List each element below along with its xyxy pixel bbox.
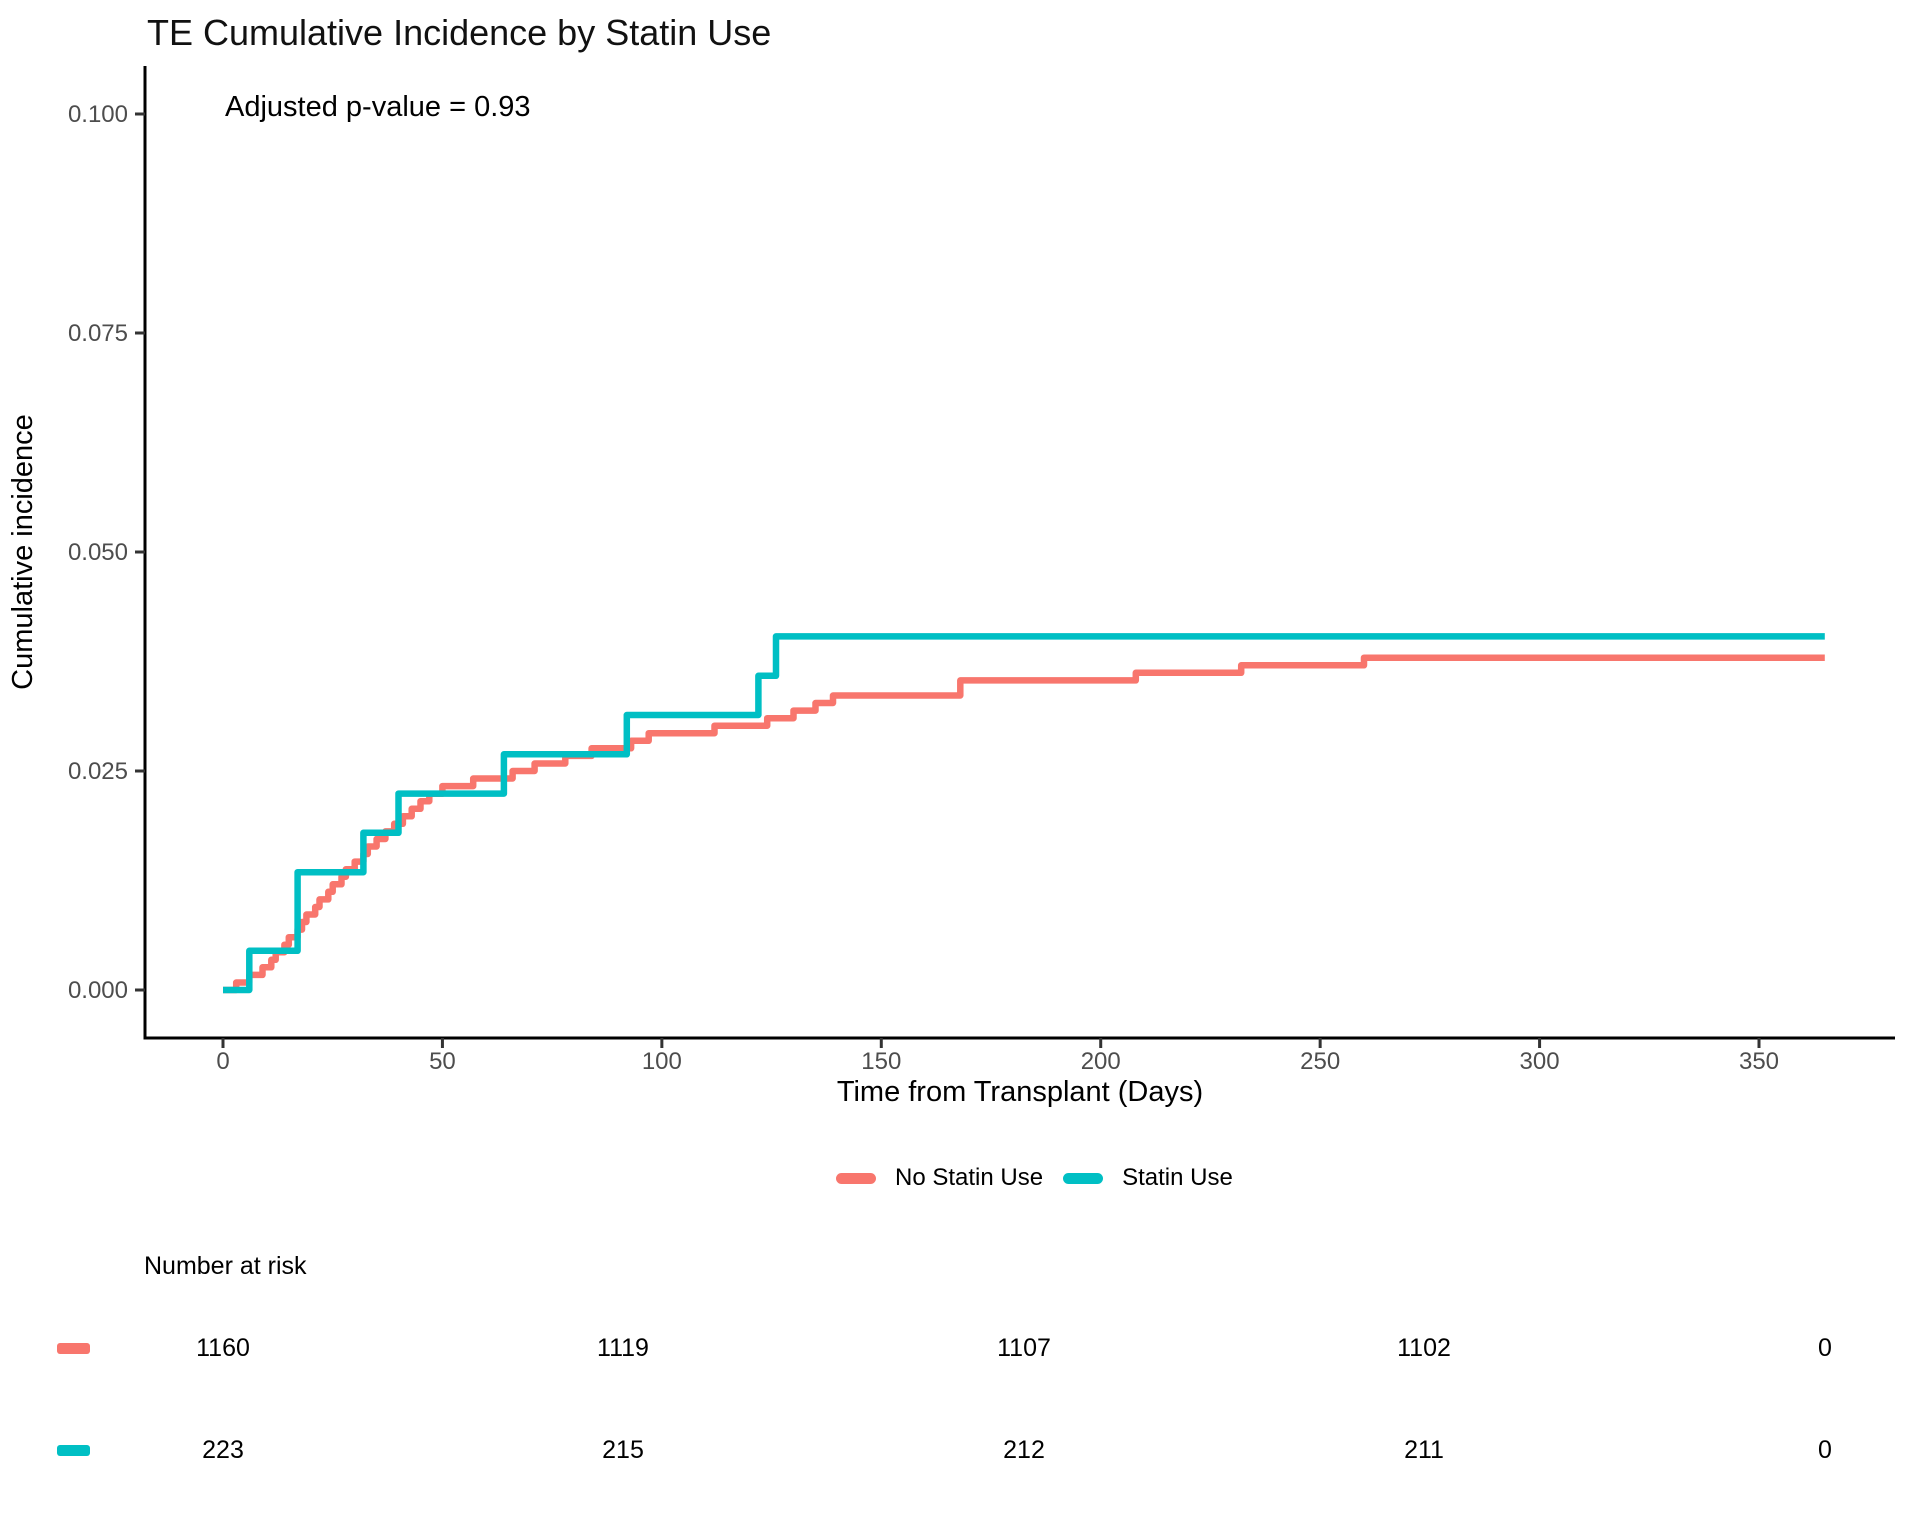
x-tick-label: 300 bbox=[1520, 1048, 1560, 1075]
risk-count: 215 bbox=[602, 1436, 644, 1464]
risk-table-heading: Number at risk bbox=[144, 1252, 307, 1280]
no-statin-line-swatch bbox=[836, 1172, 876, 1184]
statin-line-swatch bbox=[1063, 1172, 1104, 1184]
risk-count: 211 bbox=[1404, 1436, 1444, 1464]
risk-count: 1160 bbox=[196, 1334, 250, 1362]
y-tick-label: 0.025 bbox=[68, 758, 128, 785]
risk-count: 1107 bbox=[997, 1334, 1051, 1362]
axis-ticks: 0 50 100 150 200 250 300 350 0.000 0.025 0.050 0.07… bbox=[68, 101, 1779, 1075]
risk-row-statin: 223 215 212 211 0 bbox=[0, 1436, 1920, 1464]
legend: No Statin Use Statin Use bbox=[836, 1164, 1233, 1192]
x-tick-label: 250 bbox=[1300, 1048, 1340, 1075]
risk-count: 0 bbox=[1818, 1334, 1832, 1362]
y-tick-label: 0.100 bbox=[68, 101, 128, 128]
risk-count: 0 bbox=[1818, 1436, 1832, 1464]
curves bbox=[223, 633, 1825, 994]
y-tick-label: 0.075 bbox=[68, 320, 128, 347]
risk-count: 223 bbox=[202, 1436, 244, 1464]
legend-label: No Statin Use bbox=[895, 1164, 1044, 1191]
chart-title: TE Cumulative Incidence by Statin Use bbox=[147, 12, 772, 53]
y-tick-label: 0.050 bbox=[68, 539, 128, 566]
risk-count: 1102 bbox=[1397, 1334, 1451, 1362]
risk-count: 1119 bbox=[597, 1334, 649, 1362]
risk-count: 212 bbox=[1003, 1436, 1045, 1464]
y-tick-label: 0.000 bbox=[68, 977, 128, 1004]
x-tick-label: 100 bbox=[642, 1048, 682, 1075]
x-tick-label: 350 bbox=[1739, 1048, 1779, 1075]
x-tick-label: 150 bbox=[861, 1048, 901, 1075]
curve-statin-use bbox=[223, 633, 1825, 994]
risk-row-no-statin: 1160 1119 1107 1102 0 bbox=[0, 1334, 1920, 1362]
pvalue-annotation: Adjusted p-value = 0.93 bbox=[225, 91, 531, 123]
x-tick-label: 0 bbox=[216, 1048, 229, 1075]
x-tick-label: 50 bbox=[429, 1048, 456, 1075]
legend-item-statin: Statin Use bbox=[1063, 1164, 1233, 1192]
no-statin-swatch bbox=[57, 1343, 90, 1354]
y-axis-title: Cumulative incidence bbox=[7, 414, 39, 690]
x-tick-label: 200 bbox=[1081, 1048, 1121, 1075]
curve-no-statin-use bbox=[223, 654, 1825, 994]
legend-label: Statin Use bbox=[1122, 1164, 1233, 1191]
x-axis-title: Time from Transplant (Days) bbox=[837, 1076, 1203, 1108]
legend-item-no-statin: No Statin Use bbox=[836, 1164, 1043, 1192]
statin-swatch bbox=[57, 1445, 90, 1456]
